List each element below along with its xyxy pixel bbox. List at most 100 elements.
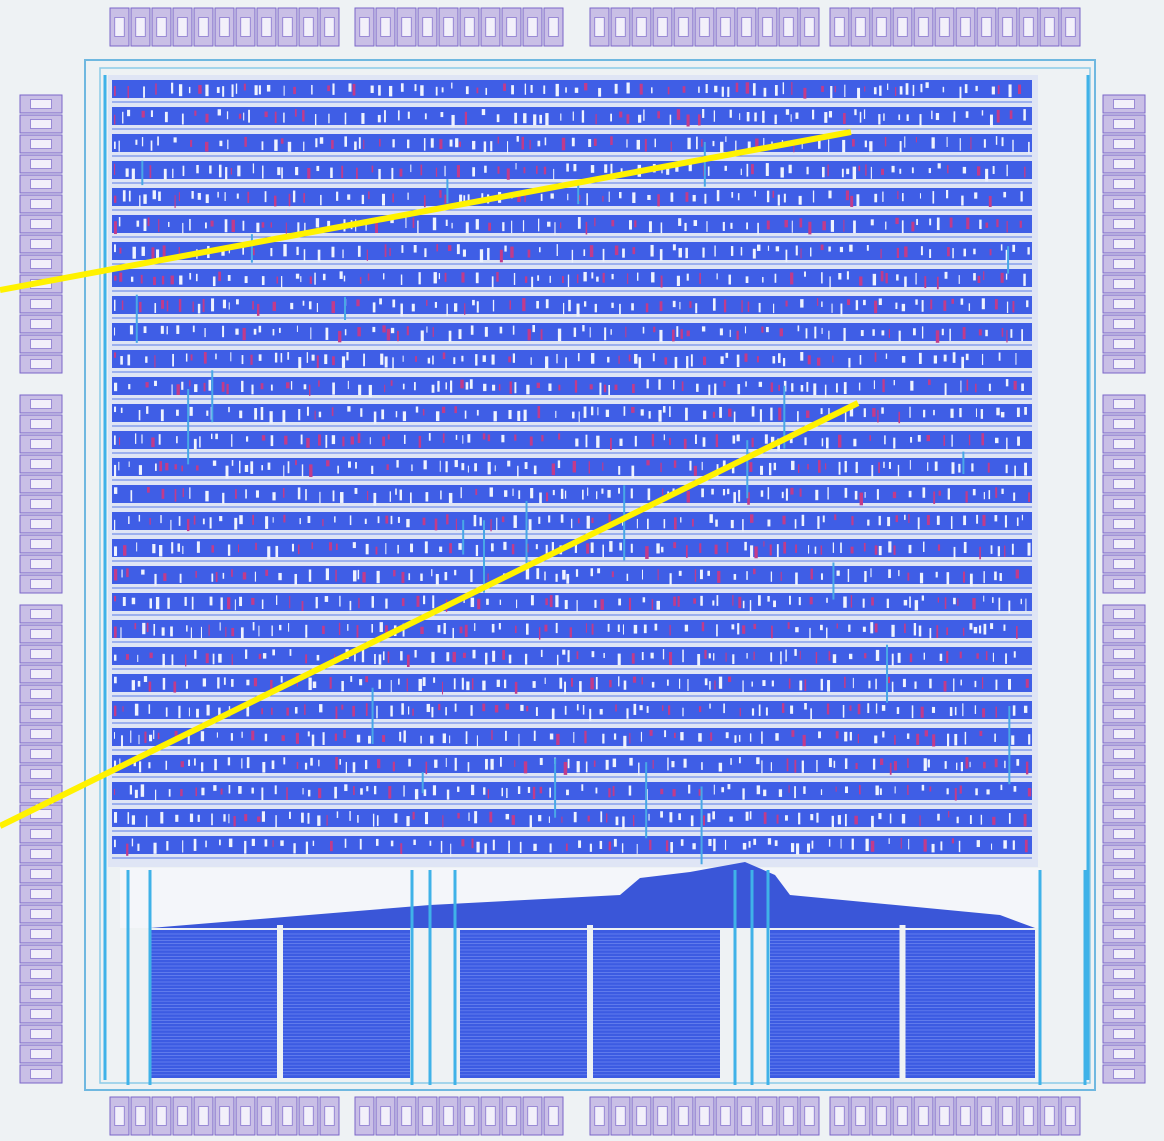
cell-gap (895, 302, 898, 309)
cell-gap (875, 703, 878, 714)
cell-gap (582, 705, 585, 715)
cell-gap (279, 624, 282, 631)
cell-gap (920, 246, 923, 256)
cell-gap (375, 546, 378, 555)
cell-gap (153, 623, 156, 636)
cell-gap (423, 460, 427, 470)
cell-gap (536, 382, 540, 389)
cell-gap (742, 842, 747, 850)
cell-gap (842, 704, 845, 718)
cell-gap (234, 599, 236, 611)
cell-gap (589, 708, 592, 722)
cell-gap (753, 651, 755, 661)
cell-gap (563, 302, 565, 315)
cell-gap (227, 139, 229, 150)
cell-gap (487, 434, 491, 442)
cell-gap (992, 652, 994, 662)
pad-core (1113, 909, 1135, 919)
cell-gap (667, 86, 670, 95)
cell-gap (641, 651, 644, 661)
cell-gap (763, 137, 765, 148)
mem-array (593, 930, 720, 1078)
cell-gap (211, 573, 214, 582)
cell-gap (446, 303, 448, 316)
cell-gap (606, 813, 608, 823)
cell-gap (790, 487, 794, 495)
cell-gap (651, 87, 653, 94)
cell-gap (855, 300, 859, 311)
cell-gap (721, 787, 725, 793)
cell-gap (114, 519, 116, 532)
cell-gap (422, 517, 426, 526)
cell-gap (733, 492, 736, 504)
cell-gap (187, 733, 190, 745)
cell-gap (446, 652, 450, 662)
pad-core (548, 17, 559, 37)
cell-gap (332, 490, 335, 502)
cell-gap (343, 730, 346, 739)
cell-gap (1023, 705, 1028, 713)
cell-gap (693, 598, 697, 604)
cell-gap (316, 303, 319, 313)
cell-gap (891, 165, 895, 173)
cell-gap (154, 573, 157, 586)
cell-gap (252, 514, 254, 525)
cell-gap (664, 357, 668, 365)
cell-gap (178, 705, 181, 719)
cell-row (112, 836, 1032, 854)
cell-gap (130, 490, 133, 502)
cell-gap (176, 409, 179, 416)
cell-gap (643, 109, 645, 121)
cell-gap (438, 703, 441, 711)
cell-gap (551, 463, 556, 476)
cell-gap (816, 357, 821, 366)
cell-gap (629, 757, 633, 766)
cell-gap (754, 190, 756, 197)
cell-gap (957, 598, 959, 606)
cell-gap (548, 383, 552, 391)
cell-gap (918, 352, 922, 364)
cell-gap (943, 680, 947, 692)
cell-gap (254, 85, 258, 96)
cell-gap (165, 760, 168, 770)
cell-gap (758, 381, 763, 387)
pad-core (30, 499, 52, 509)
cell-gap (956, 816, 959, 824)
cell-gap (294, 573, 298, 586)
cell-gap (619, 542, 622, 551)
cell-gap (773, 462, 777, 471)
cell-gap (114, 654, 117, 661)
cell-gap (651, 272, 655, 283)
cell-gap (612, 785, 615, 796)
cell-gap (476, 735, 478, 749)
cell-gap (865, 164, 867, 176)
cell-gap (759, 409, 762, 422)
cell-gap (985, 651, 988, 661)
cell-gap (571, 518, 573, 529)
cell-gap (135, 433, 137, 444)
cell-gap (560, 514, 564, 523)
cell-gap (904, 136, 906, 148)
cell-gap (657, 194, 660, 207)
cell-gap (821, 327, 823, 334)
cell-gap (166, 300, 169, 312)
cell-gap (303, 141, 305, 151)
cell-gap (257, 816, 261, 822)
cell-gap (149, 165, 152, 179)
cell-gap (677, 596, 680, 607)
cell-gap (863, 542, 866, 552)
cell-gap (675, 163, 679, 172)
cell-gap (673, 380, 675, 390)
cell-gap (280, 353, 283, 363)
cell-gap (141, 246, 145, 256)
pad-core (1113, 139, 1135, 149)
cell-gap (893, 379, 895, 386)
cell-gap (923, 758, 927, 771)
pad-core (1113, 159, 1135, 169)
cell-gap (870, 166, 872, 179)
cell-gap (293, 86, 296, 95)
cell-gap (714, 245, 716, 257)
cell-gap (384, 356, 388, 368)
cell-gap (593, 760, 596, 767)
cell-gap (601, 488, 604, 494)
